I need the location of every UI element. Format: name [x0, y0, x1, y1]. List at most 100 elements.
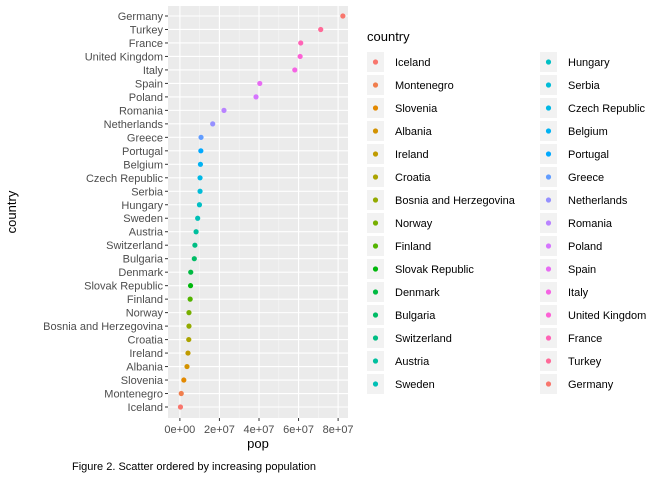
- data-point: [292, 67, 298, 73]
- legend-label: Greece: [568, 172, 604, 184]
- x-axis-ticks: 0e+00 2e+07 4e+07 6e+07 8e+07: [164, 418, 354, 436]
- data-point: [186, 336, 192, 343]
- legend-label: Ireland: [395, 149, 429, 161]
- legend-key-point: [545, 128, 552, 134]
- x-tick-label: 4e+07: [244, 424, 275, 436]
- y-tick-label: Czech Republic: [86, 173, 164, 185]
- legend-label: Switzerland: [395, 333, 452, 345]
- legend-label: Slovak Republic: [395, 264, 474, 276]
- y-tick-label: Serbia: [131, 186, 164, 198]
- y-axis-ticks: IcelandMontenegroSloveniaAlbaniaIrelandC…: [43, 11, 168, 414]
- data-point: [191, 256, 197, 262]
- legend-label: Austria: [395, 356, 430, 368]
- y-tick-label: Austria: [129, 227, 164, 239]
- y-tick-label: Belgium: [123, 159, 163, 171]
- legend-label: Turkey: [568, 356, 602, 368]
- y-tick-label: Poland: [129, 92, 163, 104]
- legend-label: Serbia: [568, 80, 601, 92]
- legend-key-point: [545, 59, 552, 65]
- legend-label: Netherlands: [568, 195, 628, 207]
- y-tick-label: Iceland: [128, 402, 163, 414]
- legend-key-point: [372, 105, 379, 111]
- legend-key-point: [545, 243, 552, 249]
- data-point: [193, 229, 199, 235]
- data-point: [340, 13, 346, 19]
- data-point: [297, 53, 303, 60]
- y-tick-label: Netherlands: [104, 119, 164, 131]
- legend-label: Italy: [568, 287, 589, 299]
- data-point: [197, 188, 203, 194]
- legend-key-point: [372, 59, 379, 65]
- legend-label: France: [568, 333, 602, 345]
- legend-label: Bosnia and Herzegovina: [395, 195, 516, 207]
- legend-label: Romania: [568, 218, 613, 230]
- data-points: [177, 13, 346, 410]
- legend-label: Albania: [395, 126, 433, 138]
- legend-key-point: [545, 289, 552, 295]
- y-tick-label: Germany: [118, 11, 164, 23]
- data-point: [184, 363, 190, 370]
- legend-key-point: [372, 243, 379, 249]
- legend-label: Czech Republic: [568, 103, 646, 115]
- data-point: [181, 377, 187, 383]
- legend-key-point: [372, 151, 379, 157]
- x-tick-label: 0e+00: [164, 424, 195, 436]
- legend-key-point: [372, 174, 379, 180]
- legend-key-point: [372, 312, 379, 318]
- legend-key-point: [372, 381, 379, 387]
- data-point: [253, 94, 259, 100]
- y-tick-label: Hungary: [121, 200, 163, 212]
- y-tick-label: United Kingdom: [85, 51, 163, 63]
- y-tick-label: Romania: [119, 105, 164, 117]
- legend-key-point: [545, 105, 552, 111]
- legend-key-point: [545, 266, 552, 272]
- legend-key-point: [545, 220, 552, 226]
- data-point: [196, 202, 203, 208]
- legend-key-point: [545, 312, 552, 318]
- y-tick-label: Turkey: [130, 24, 164, 36]
- data-point: [177, 404, 184, 410]
- y-tick-label: Ireland: [129, 348, 163, 360]
- data-point: [185, 350, 191, 356]
- legend-label: Portugal: [568, 149, 609, 161]
- y-tick-label: Greece: [127, 132, 163, 144]
- legend-key-point: [545, 174, 552, 180]
- data-point: [192, 242, 198, 248]
- legend-label: Montenegro: [395, 80, 454, 92]
- data-point: [197, 161, 204, 167]
- y-tick-label: Switzerland: [106, 240, 163, 252]
- y-tick-label: Sweden: [123, 213, 163, 225]
- legend-key-point: [372, 197, 379, 203]
- data-point: [187, 296, 193, 302]
- legend-key-point: [545, 358, 552, 364]
- legend-key-point: [372, 128, 379, 134]
- legend-key-point: [545, 82, 552, 88]
- legend-label: United Kingdom: [568, 310, 646, 322]
- legend-label: Croatia: [395, 172, 431, 184]
- y-tick-label: Croatia: [128, 335, 164, 347]
- legend-label: Spain: [568, 264, 596, 276]
- data-point: [186, 310, 192, 316]
- y-tick-label: Denmark: [118, 267, 163, 279]
- legend-label: Sweden: [395, 379, 435, 391]
- legend-label: Bulgaria: [395, 310, 436, 322]
- legend-key-point: [372, 266, 379, 272]
- y-tick-label: Slovak Republic: [84, 281, 163, 293]
- data-point: [221, 107, 227, 113]
- data-point: [298, 40, 304, 46]
- x-axis-title: pop: [247, 436, 269, 451]
- y-tick-label: Montenegro: [104, 389, 163, 401]
- x-tick-label: 6e+07: [283, 424, 314, 436]
- y-tick-label: Finland: [127, 294, 163, 306]
- legend-key-point: [545, 197, 552, 203]
- y-tick-label: Spain: [135, 78, 163, 90]
- data-point: [198, 134, 204, 140]
- data-point: [257, 80, 263, 87]
- legend-label: Belgium: [568, 126, 608, 138]
- legend-key-point: [372, 289, 379, 295]
- y-tick-label: Norway: [126, 308, 164, 320]
- legend: Iceland Montenegro Slovenia Albania Ireland C…: [367, 52, 646, 394]
- legend-key-point: [545, 151, 552, 157]
- data-point: [318, 26, 324, 33]
